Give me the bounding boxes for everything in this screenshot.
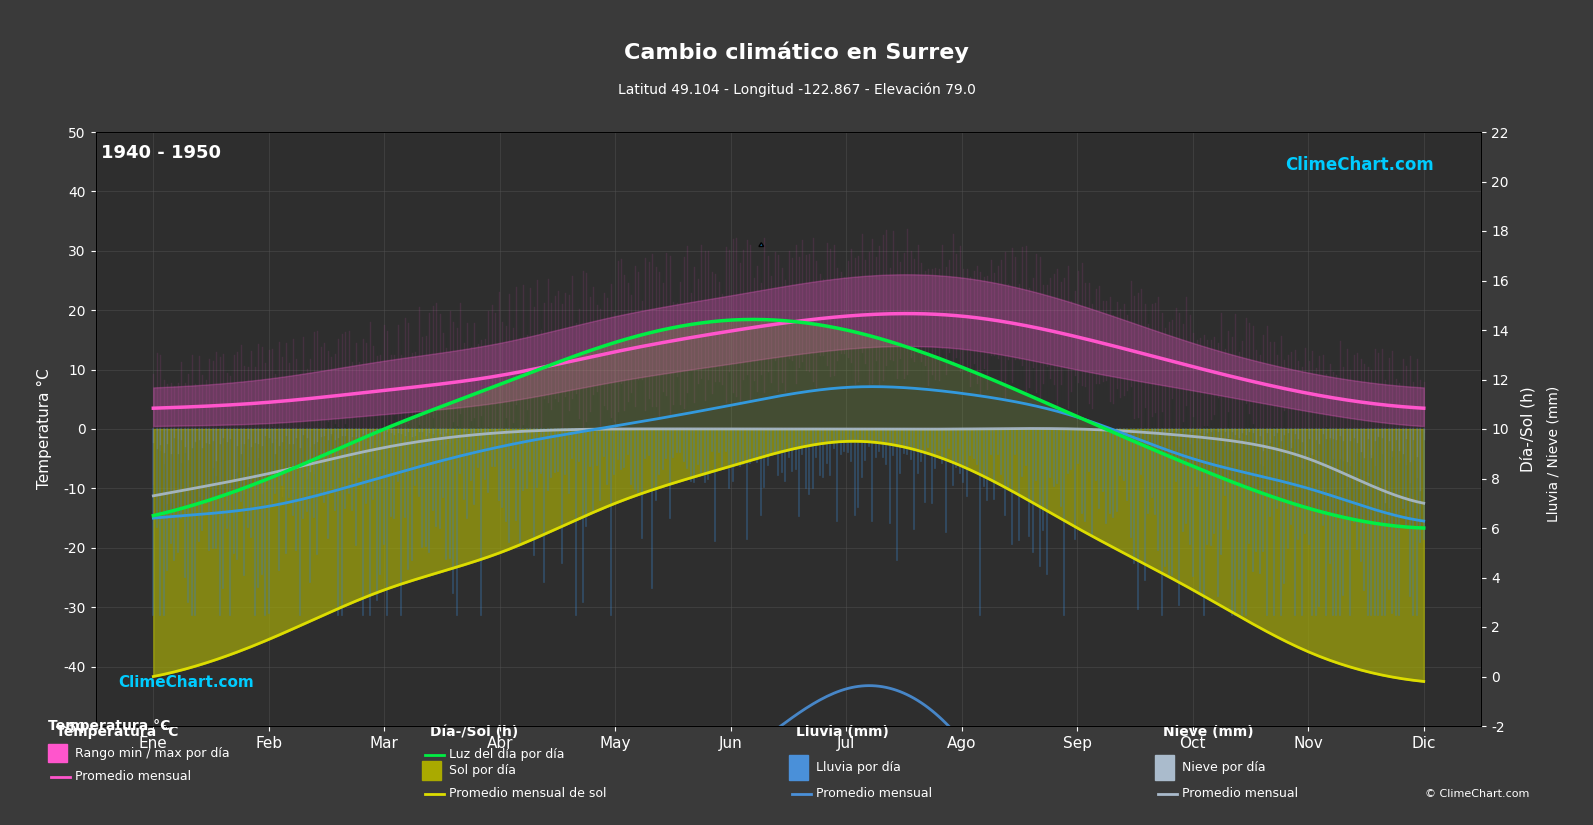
Text: Lluvia (mm): Lluvia (mm) xyxy=(796,725,889,739)
Text: Nieve (mm): Nieve (mm) xyxy=(1163,725,1254,739)
Text: Día-/Sol (h): Día-/Sol (h) xyxy=(430,725,518,739)
Text: Nieve por día: Nieve por día xyxy=(1182,761,1265,774)
Text: Promedio mensual de sol: Promedio mensual de sol xyxy=(449,787,607,800)
Y-axis label: Día-/Sol (h): Día-/Sol (h) xyxy=(1520,386,1536,472)
Text: Temperatura °C: Temperatura °C xyxy=(56,725,178,739)
Bar xyxy=(422,761,441,780)
Text: Latitud 49.104 - Longitud -122.867 - Elevación 79.0: Latitud 49.104 - Longitud -122.867 - Ele… xyxy=(618,82,975,97)
Text: Rango min / max por día: Rango min / max por día xyxy=(75,747,229,761)
Bar xyxy=(1155,755,1174,780)
Text: Promedio mensual: Promedio mensual xyxy=(816,787,932,800)
Text: © ClimeChart.com: © ClimeChart.com xyxy=(1424,789,1529,799)
Text: Sol por día: Sol por día xyxy=(449,764,516,777)
Text: ClimeChart.com: ClimeChart.com xyxy=(1286,156,1434,174)
Text: Cambio climático en Surrey: Cambio climático en Surrey xyxy=(624,41,969,63)
Text: Lluvia / Nieve (mm): Lluvia / Nieve (mm) xyxy=(1547,385,1560,522)
Text: Promedio mensual: Promedio mensual xyxy=(75,771,191,784)
Text: Promedio mensual: Promedio mensual xyxy=(1182,787,1298,800)
Text: Temperatura °C: Temperatura °C xyxy=(48,719,170,733)
Text: Lluvia por día: Lluvia por día xyxy=(816,761,900,774)
Y-axis label: Temperatura °C: Temperatura °C xyxy=(37,369,53,489)
Text: ClimeChart.com: ClimeChart.com xyxy=(119,676,255,691)
Bar xyxy=(48,744,67,762)
Text: 1940 - 1950: 1940 - 1950 xyxy=(102,144,221,162)
Bar xyxy=(789,755,808,780)
Text: Luz del día por día: Luz del día por día xyxy=(449,748,566,761)
